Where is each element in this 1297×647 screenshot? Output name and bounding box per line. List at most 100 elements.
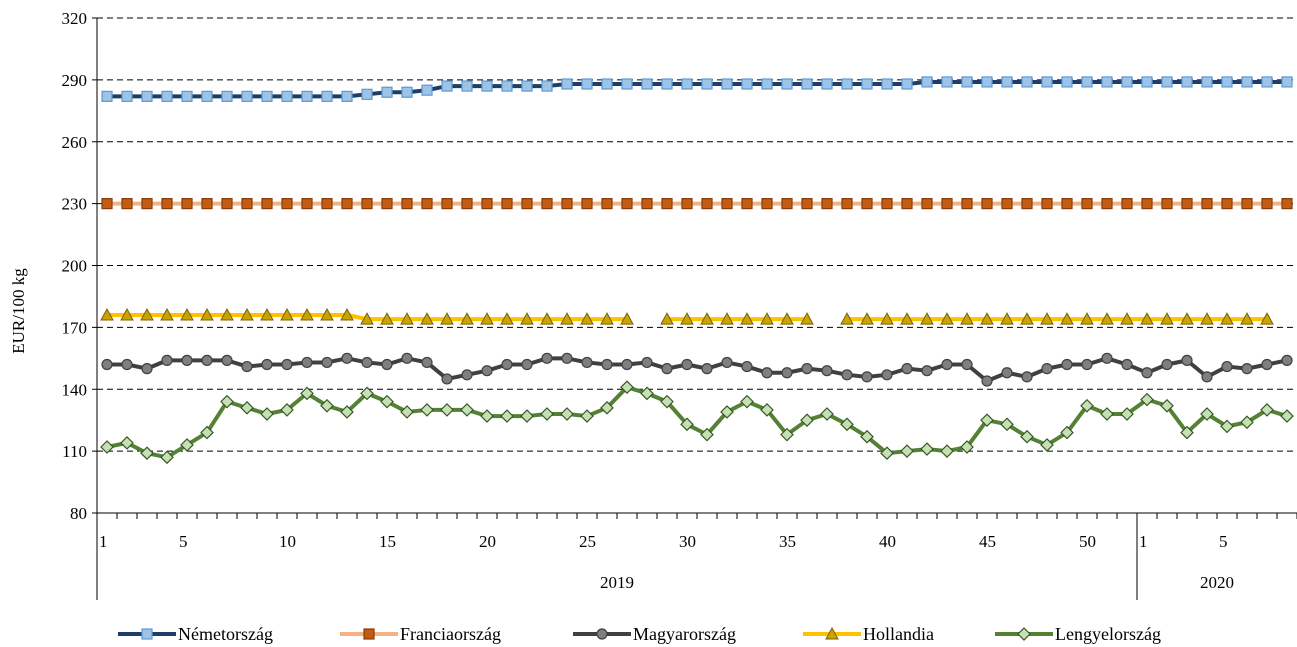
data-point bbox=[521, 80, 533, 92]
data-point bbox=[100, 307, 114, 321]
data-point bbox=[1200, 407, 1214, 421]
data-point bbox=[741, 360, 753, 373]
data-point bbox=[1281, 76, 1293, 88]
data-point bbox=[601, 358, 613, 371]
data-point bbox=[760, 403, 774, 417]
data-point bbox=[1081, 358, 1093, 371]
data-point bbox=[761, 198, 773, 210]
data-point bbox=[881, 78, 893, 90]
data-point bbox=[381, 198, 393, 210]
data-point bbox=[481, 365, 493, 377]
data-point bbox=[1041, 363, 1053, 375]
data-point bbox=[1261, 198, 1273, 210]
data-point bbox=[1081, 198, 1093, 210]
data-point bbox=[280, 307, 294, 321]
legend-marker bbox=[363, 628, 375, 640]
data-point bbox=[1020, 312, 1034, 325]
data-point bbox=[681, 358, 693, 371]
data-point bbox=[1260, 403, 1274, 417]
data-point bbox=[1060, 425, 1074, 440]
data-point bbox=[1021, 76, 1033, 88]
data-point bbox=[501, 358, 513, 371]
y-tick-label: 230 bbox=[62, 195, 88, 214]
data-point bbox=[261, 198, 273, 210]
data-point bbox=[440, 403, 454, 417]
data-point bbox=[261, 90, 273, 102]
data-point bbox=[801, 363, 813, 375]
data-point bbox=[680, 417, 694, 432]
data-point bbox=[661, 198, 673, 210]
data-point bbox=[141, 90, 153, 102]
data-point bbox=[981, 76, 993, 88]
y-tick-label: 200 bbox=[62, 257, 88, 276]
data-point bbox=[600, 312, 614, 325]
data-point bbox=[1281, 198, 1293, 210]
data-point bbox=[941, 198, 953, 210]
data-point bbox=[381, 86, 393, 98]
data-point bbox=[1141, 198, 1153, 210]
data-point bbox=[581, 356, 593, 369]
data-point bbox=[221, 354, 233, 366]
data-point bbox=[780, 427, 794, 442]
x-tick-label: 15 bbox=[379, 532, 396, 551]
x-tick-label: 1 bbox=[1139, 532, 1148, 551]
data-point bbox=[721, 356, 733, 369]
data-point bbox=[121, 90, 133, 102]
data-point bbox=[1121, 76, 1133, 88]
year-label: 2019 bbox=[600, 573, 634, 592]
data-point bbox=[701, 363, 713, 375]
data-point bbox=[1041, 76, 1053, 88]
data-point bbox=[321, 198, 333, 210]
data-point bbox=[761, 78, 773, 90]
data-point bbox=[681, 198, 693, 210]
data-point bbox=[461, 80, 473, 92]
data-point bbox=[1061, 358, 1073, 371]
data-point bbox=[1121, 358, 1133, 371]
data-point bbox=[1240, 415, 1254, 430]
data-point bbox=[421, 356, 433, 369]
data-point bbox=[240, 400, 254, 415]
data-point bbox=[400, 312, 414, 325]
data-point bbox=[1241, 363, 1253, 375]
data-point bbox=[381, 358, 393, 371]
data-point bbox=[1201, 198, 1213, 210]
data-point bbox=[1161, 198, 1173, 210]
data-point bbox=[500, 312, 514, 325]
data-point bbox=[1161, 358, 1173, 371]
data-point bbox=[1140, 312, 1154, 325]
data-point bbox=[420, 403, 434, 417]
data-point bbox=[801, 78, 813, 90]
data-point bbox=[640, 386, 654, 401]
data-point bbox=[1160, 398, 1174, 413]
data-point bbox=[201, 198, 213, 210]
x-tick-label: 5 bbox=[179, 532, 188, 551]
data-point bbox=[1061, 198, 1073, 210]
data-point bbox=[1100, 312, 1114, 325]
data-point bbox=[980, 413, 994, 428]
data-point bbox=[220, 394, 234, 409]
data-point bbox=[961, 358, 973, 371]
legend-label: Hollandia bbox=[863, 624, 934, 644]
data-point bbox=[1001, 367, 1013, 379]
data-point bbox=[1120, 407, 1134, 421]
data-point bbox=[160, 307, 174, 321]
data-point bbox=[201, 90, 213, 102]
data-point bbox=[681, 78, 693, 90]
data-point bbox=[741, 78, 753, 90]
data-point bbox=[680, 312, 694, 325]
data-point bbox=[480, 409, 494, 423]
data-point bbox=[1080, 398, 1094, 413]
legend-marker bbox=[141, 628, 153, 640]
data-point bbox=[441, 80, 453, 92]
data-point bbox=[1240, 312, 1254, 325]
data-point bbox=[180, 307, 194, 321]
data-point bbox=[641, 78, 653, 90]
data-point bbox=[1040, 312, 1054, 325]
data-point bbox=[1241, 198, 1253, 210]
data-point bbox=[740, 394, 754, 409]
data-point bbox=[541, 80, 553, 92]
data-point bbox=[841, 369, 853, 381]
data-point bbox=[200, 425, 214, 440]
data-point bbox=[281, 358, 293, 371]
data-point bbox=[241, 90, 253, 102]
